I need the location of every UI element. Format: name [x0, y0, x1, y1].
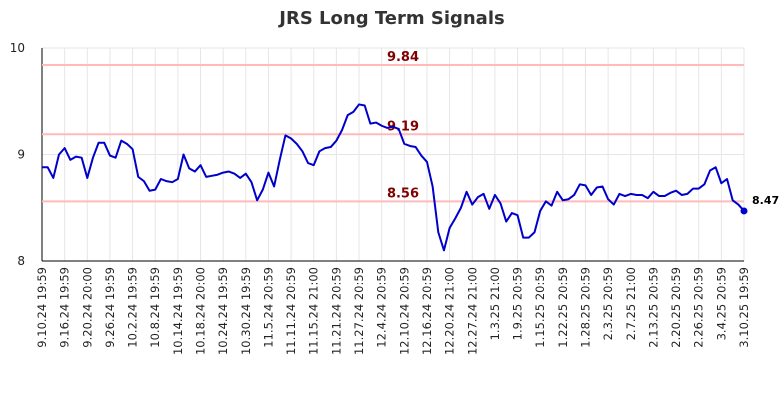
x-tick-label: 1.15.25 20:59 — [533, 267, 547, 348]
x-tick-label: 9.16.24 19:59 — [58, 267, 72, 348]
axes — [41, 48, 744, 262]
x-tick-label: 12.10.24 20:59 — [397, 267, 411, 355]
x-tick-label: 11.5.24 20:59 — [261, 267, 275, 348]
x-tick-label: 1.3.25 21:00 — [488, 267, 502, 340]
x-tick-label: 2.13.25 20:59 — [646, 267, 660, 348]
y-tick-label: 9 — [17, 148, 25, 162]
reference-line-label: 9.84 — [387, 50, 419, 65]
x-tick-label: 3.10.25 19:59 — [737, 267, 751, 348]
x-tick-label: 11.21.24 20:59 — [329, 267, 343, 355]
x-tick-label: 12.4.24 20:59 — [375, 267, 389, 348]
x-tick-label: 11.11.24 20:59 — [284, 267, 298, 355]
chart-title: JRS Long Term Signals — [279, 8, 505, 29]
x-tick-label: 2.7.25 21:00 — [624, 267, 638, 340]
x-tick-label: 9.10.24 19:59 — [35, 267, 49, 348]
x-tick-label: 1.9.25 20:59 — [511, 267, 525, 340]
price-line — [42, 103, 745, 252]
x-tick-label: 10.18.24 20:00 — [194, 267, 208, 355]
x-tick-label: 3.4.25 20:59 — [714, 267, 728, 340]
x-tick-label: 10.2.24 19:59 — [126, 267, 140, 348]
x-tick-label: 2.20.25 20:59 — [669, 267, 683, 348]
series: 8.47 — [42, 103, 779, 252]
y-tick-label: 8 — [17, 254, 25, 268]
x-tick-label: 1.28.25 20:59 — [578, 267, 592, 348]
last-point-marker — [740, 207, 748, 215]
x-tick-label: 9.20.24 20:00 — [80, 267, 94, 348]
x-tick-label: 10.8.24 19:59 — [148, 267, 162, 348]
grid — [41, 47, 745, 262]
reference-line-label: 9.19 — [387, 119, 419, 134]
tick-labels: 8 9 10 9.10.24 19:59 9.16.24 19:59 9.20.24 20… — [10, 41, 751, 355]
x-tick-label: 10.14.24 19:59 — [171, 267, 185, 355]
y-tick-label: 10 — [10, 41, 25, 55]
x-tick-label: 12.16.24 20:59 — [420, 267, 434, 355]
reference-line-label: 8.56 — [387, 186, 419, 201]
x-tick-label: 11.15.24 21:00 — [307, 267, 321, 355]
last-value-label: 8.47 — [752, 194, 779, 207]
x-tick-label: 2.26.25 20:59 — [692, 267, 706, 348]
reference-lines: 9.84 9.19 8.56 — [42, 50, 744, 203]
x-tick-label: 2.3.25 20:59 — [601, 267, 615, 340]
x-tick-label: 9.26.24 19:59 — [103, 267, 117, 348]
x-tick-label: 10.24.24 19:59 — [216, 267, 230, 355]
x-tick-label: 11.27.24 20:59 — [352, 267, 366, 355]
x-tick-label: 12.20.24 21:00 — [443, 267, 457, 355]
x-tick-label: 1.22.25 20:59 — [556, 267, 570, 348]
x-tick-label: 12.27.24 21:00 — [465, 267, 479, 355]
x-tick-label: 10.30.24 19:59 — [239, 267, 253, 355]
